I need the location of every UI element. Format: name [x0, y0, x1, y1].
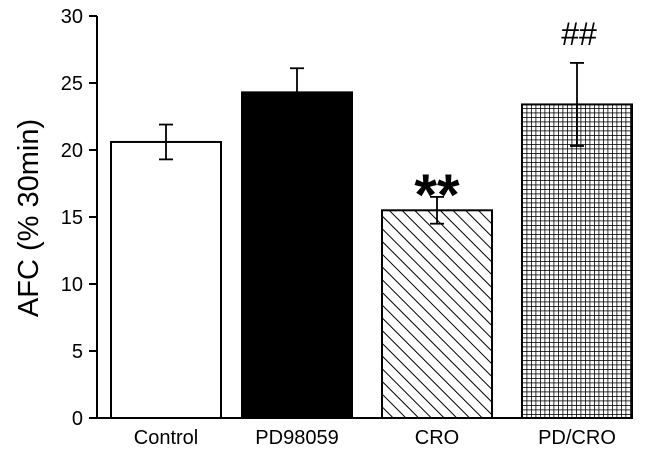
error-bar — [290, 67, 304, 118]
x-category-label: Control — [134, 427, 198, 449]
y-tick-label: 15 — [61, 207, 83, 229]
y-axis-label: AFC (% 30min) — [13, 119, 45, 317]
y-tick-label: 0 — [72, 408, 83, 430]
significance-hashes: ## — [561, 16, 597, 52]
x-category-label: PD98059 — [255, 427, 338, 449]
error-bar — [570, 62, 584, 147]
y-axis: 0 5 10 15 20 25 30 — [61, 6, 632, 430]
bar-pd-cro — [521, 103, 633, 419]
bars — [110, 91, 633, 420]
significance-stars: ** — [414, 163, 460, 228]
annotations: ** ## — [414, 16, 597, 228]
y-tick-label: 30 — [61, 6, 83, 28]
x-category-label: PD/CRO — [538, 427, 616, 449]
bar-control — [110, 140, 222, 420]
y-tick-label: 10 — [61, 274, 83, 296]
y-tick-label: 25 — [61, 73, 83, 95]
x-category-label: CRO — [415, 427, 459, 449]
error-bar — [159, 123, 173, 161]
error-bars — [159, 62, 584, 225]
y-tick-label: 20 — [61, 140, 83, 162]
y-tick-label: 5 — [72, 341, 83, 363]
error-bar — [430, 195, 444, 225]
bar-cro — [381, 209, 493, 419]
x-axis-labels: Control PD98059 CRO PD/CRO — [134, 427, 616, 449]
bar-pd98059 — [241, 91, 353, 419]
